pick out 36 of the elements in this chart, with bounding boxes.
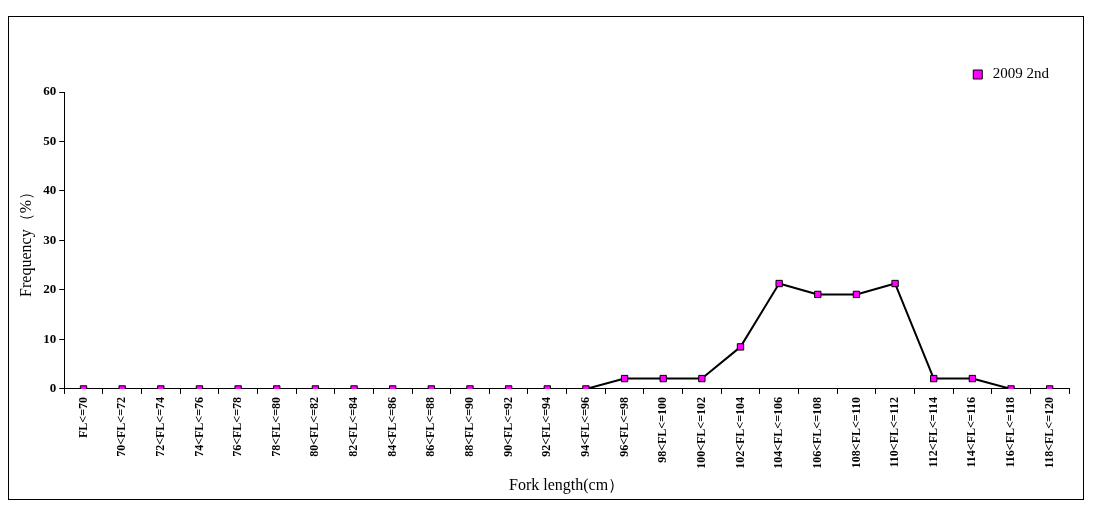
- y-tick-label: 40: [43, 182, 57, 198]
- x-tick-label: FL<=70: [75, 396, 90, 438]
- y-tick-label: 10: [43, 330, 57, 346]
- x-tick-label: 82<FL<=84: [346, 396, 361, 457]
- x-tick-label: 118<FL<=120: [1041, 396, 1056, 469]
- x-tick-label: 102<FL<=104: [732, 396, 747, 469]
- x-tick-label: 112<FL<=114: [925, 396, 940, 468]
- x-tick-label: 100<FL<=102: [693, 396, 708, 469]
- x-tick-label: 88<FL<=90: [462, 396, 477, 457]
- y-tick-label: 60: [43, 83, 57, 99]
- x-tick-label: 76<FL<=78: [230, 396, 245, 457]
- x-tick-label: 80<FL<=82: [307, 396, 322, 457]
- x-tick-label: 110<FL<=112: [887, 396, 902, 468]
- x-tick-label: 70<FL<=72: [114, 396, 129, 457]
- x-tick-label: 72<FL<=74: [152, 396, 167, 457]
- x-tick-label: 84<FL<=86: [384, 396, 399, 457]
- x-tick-label: 98<FL<=100: [655, 396, 670, 463]
- x-tick-label: 106<FL<=108: [809, 396, 824, 469]
- y-tick-label: 20: [43, 281, 57, 297]
- x-tick-label: 94<FL<=96: [578, 396, 593, 457]
- x-tick-label: 92<FL<=94: [539, 396, 554, 457]
- y-tick-label: 50: [43, 132, 57, 148]
- x-tick-label: 90<FL<=92: [500, 396, 515, 457]
- legend-label: 2009 2nd: [992, 65, 1050, 82]
- x-tick-label: 78<FL<=80: [268, 396, 283, 457]
- x-tick-label: 74<FL<=76: [191, 396, 206, 457]
- x-tick-label: 96<FL<=98: [616, 396, 631, 457]
- x-tick-label: 86<FL<=88: [423, 396, 438, 457]
- y-tick-label: 0: [49, 380, 57, 396]
- x-tick-label: 104<FL<=106: [771, 396, 786, 469]
- x-axis-title: Fork length(cm）: [509, 475, 625, 494]
- y-tick-label: 30: [43, 231, 57, 247]
- x-tick-label: 108<FL<=110: [848, 396, 863, 469]
- x-tick-label: 116<FL<=118: [1003, 396, 1018, 468]
- y-axis-title: Frequency（%）: [16, 184, 35, 297]
- x-tick-label: 114<FL<=116: [964, 396, 979, 468]
